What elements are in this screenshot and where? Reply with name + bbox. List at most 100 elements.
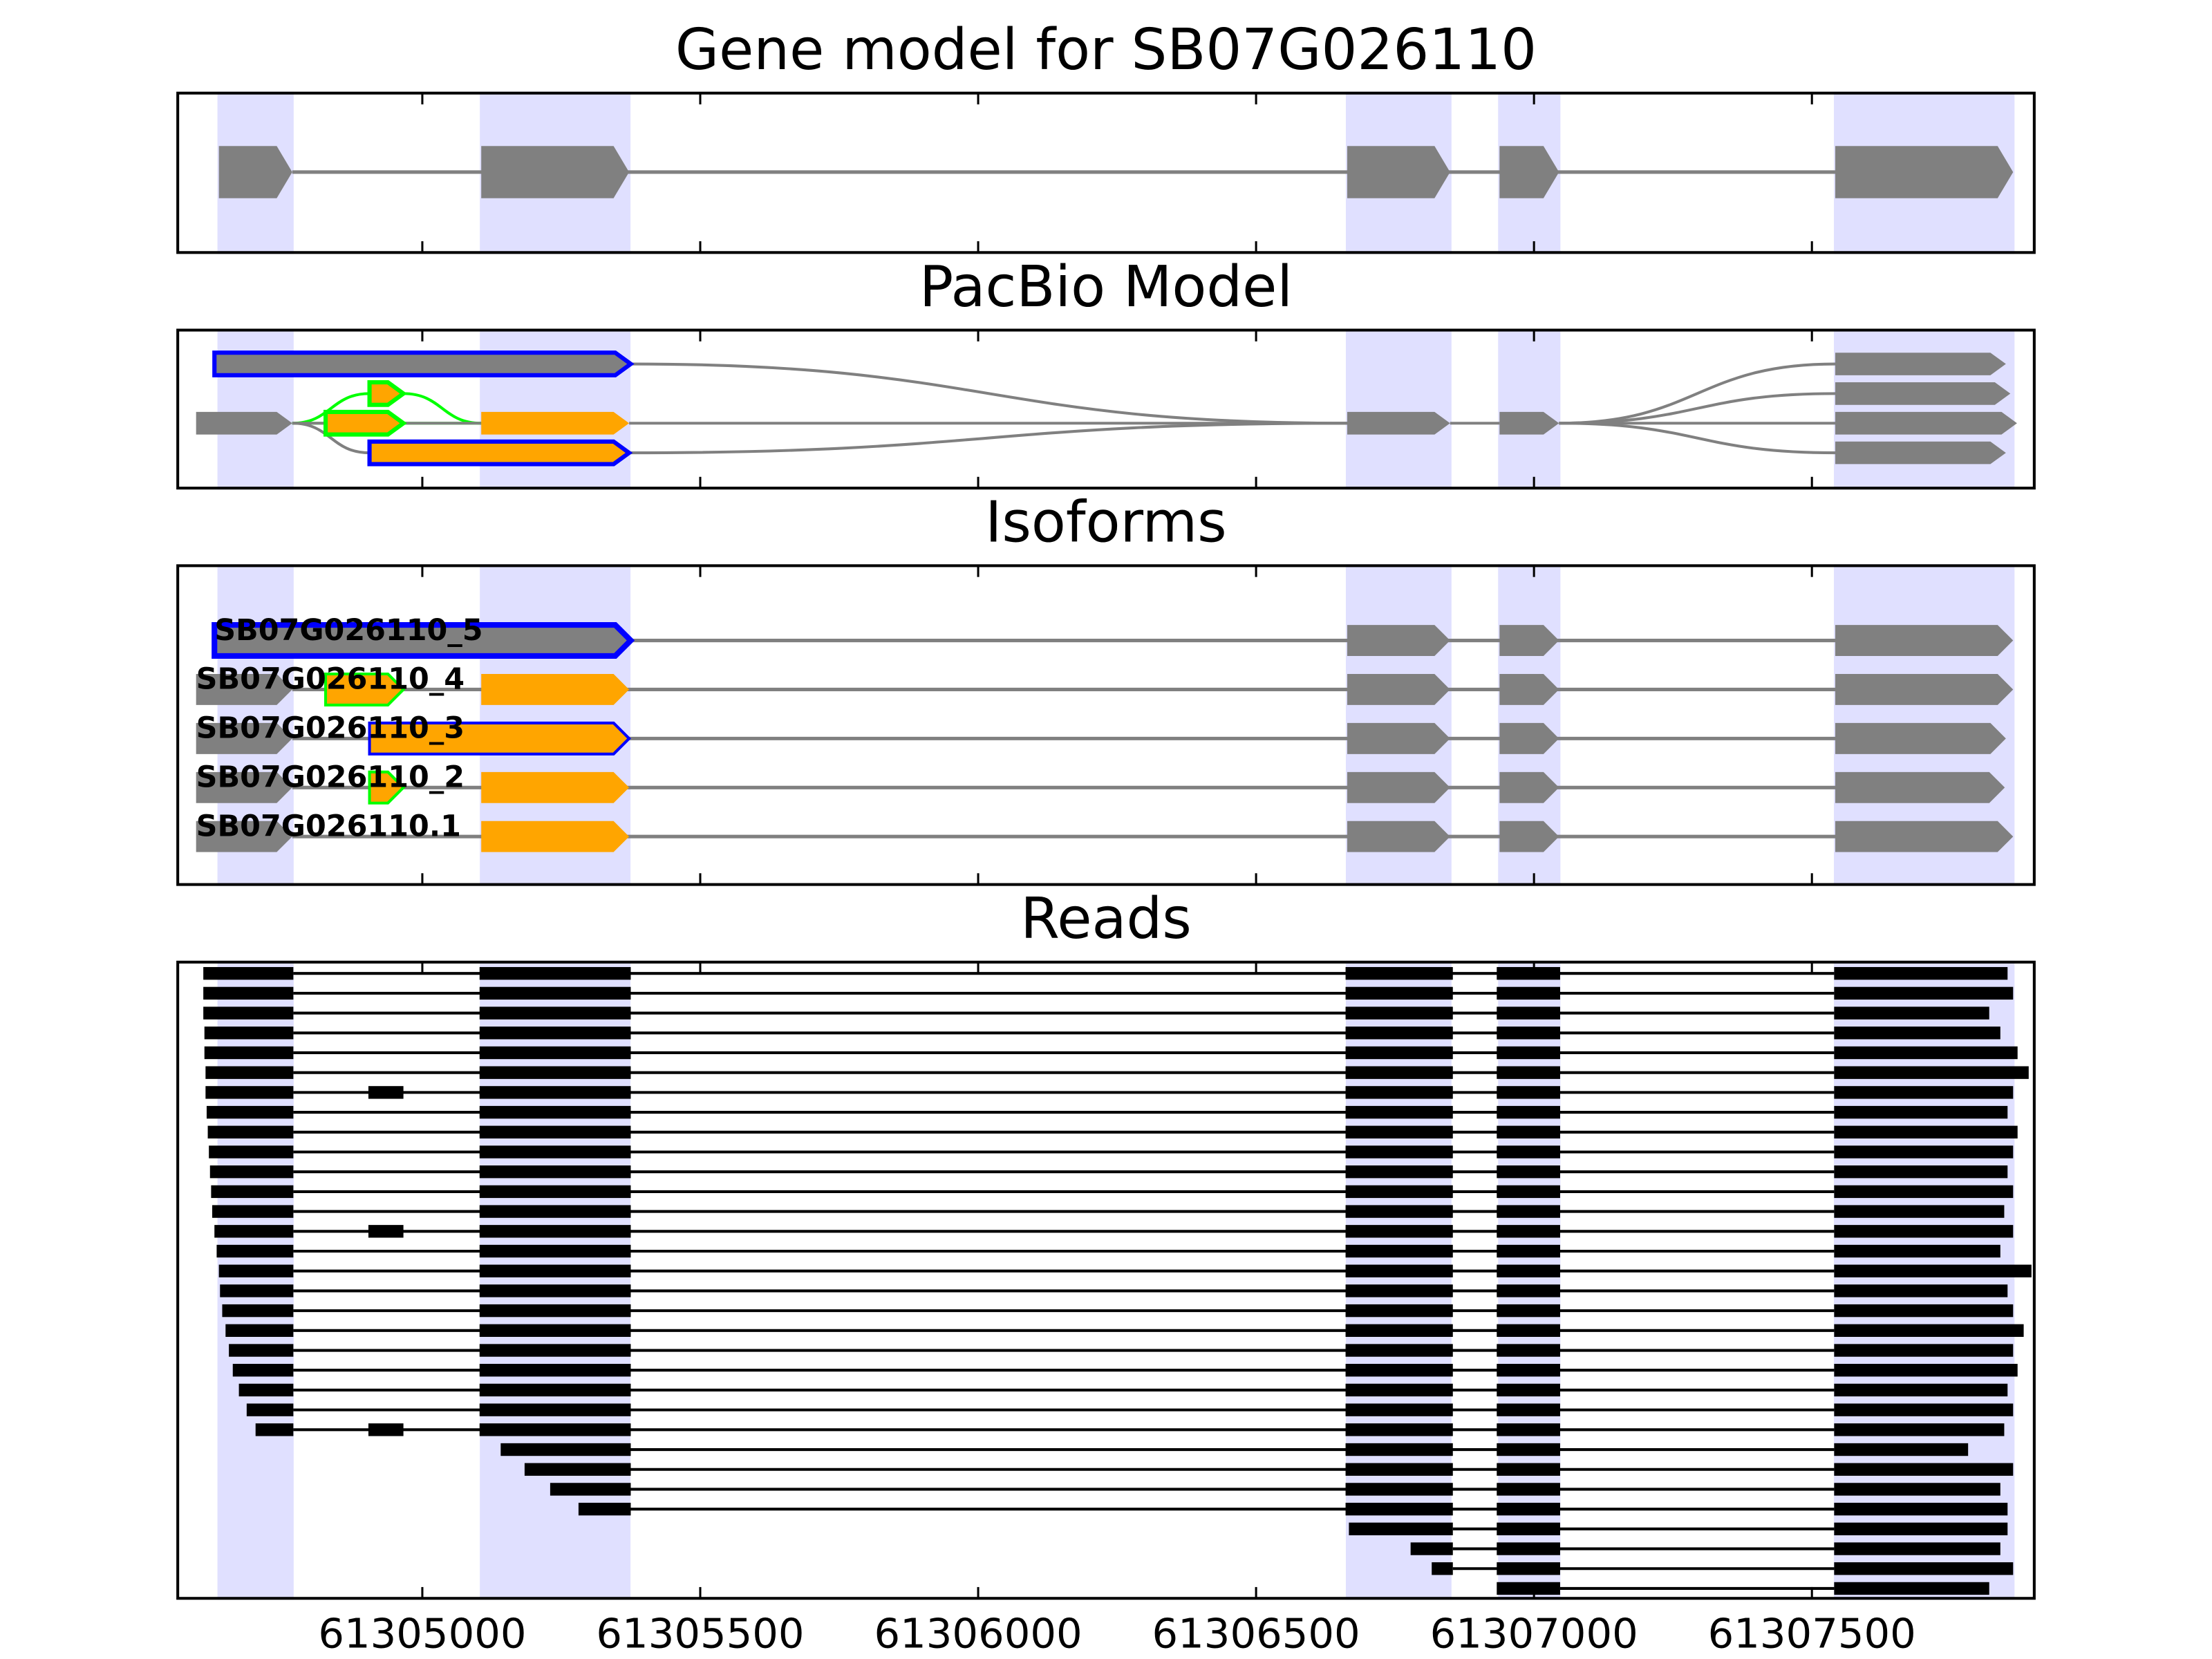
read-block xyxy=(222,1304,294,1318)
read-block xyxy=(1497,1522,1560,1536)
read-block xyxy=(212,1205,294,1218)
pacbio-exon xyxy=(1835,441,2006,465)
read-block xyxy=(1834,1423,2005,1436)
isoform-exon xyxy=(196,674,292,705)
read-block xyxy=(1345,1284,1453,1297)
read-block xyxy=(1834,1145,2014,1159)
read-block xyxy=(1834,1066,2029,1079)
splice-edge xyxy=(1559,392,1835,425)
read-block xyxy=(1497,1264,1560,1277)
isoform-exon xyxy=(1347,625,1450,656)
read-block xyxy=(1497,1502,1560,1516)
read-block xyxy=(1834,1027,2000,1040)
read-block xyxy=(1497,1145,1560,1159)
read-block xyxy=(1497,1086,1560,1099)
read-block xyxy=(479,1244,631,1258)
x-tick-label: 61307000 xyxy=(1430,1609,1638,1657)
read-block xyxy=(479,1165,631,1179)
read-block xyxy=(1497,1562,1560,1575)
isoform-exon xyxy=(1835,771,2005,803)
read-block xyxy=(1497,1225,1560,1238)
isoform-exon xyxy=(1835,722,2006,754)
splice-edge xyxy=(1559,362,1835,425)
read-block xyxy=(209,1165,294,1179)
read-block xyxy=(206,1105,294,1119)
read-block xyxy=(479,1086,631,1099)
read-block xyxy=(368,1423,404,1436)
read-block xyxy=(1497,1463,1560,1476)
pacbio-exon xyxy=(212,350,635,377)
isoform-exon xyxy=(481,821,630,852)
read-block xyxy=(1834,1463,2014,1476)
isoform-label: SB07G026110_3 xyxy=(196,711,465,746)
read-block xyxy=(1345,986,1453,1000)
pacbio-exon xyxy=(1499,411,1559,435)
read-block xyxy=(368,1086,404,1099)
read-block xyxy=(1497,1244,1560,1258)
read-block xyxy=(1834,1105,2008,1119)
read-block xyxy=(220,1284,294,1297)
read-block xyxy=(203,986,294,1000)
panel-title: Isoforms xyxy=(985,490,1226,556)
read-block xyxy=(1497,1383,1560,1397)
read-block xyxy=(1345,1423,1453,1436)
read-block xyxy=(211,1185,294,1199)
read-block xyxy=(218,1264,294,1277)
read-block xyxy=(1834,1225,2014,1238)
exon-shade xyxy=(1498,328,1561,490)
read-block xyxy=(1497,1027,1560,1040)
read-block xyxy=(1834,1006,1989,1020)
read-block xyxy=(1497,1483,1560,1496)
read-block xyxy=(1497,1324,1560,1338)
isoform-label: SB07G026110_4 xyxy=(196,662,465,697)
gene-exon xyxy=(481,146,630,198)
read-block xyxy=(1834,1185,2014,1199)
splice-edge xyxy=(630,362,1347,425)
read-block xyxy=(479,1027,631,1040)
read-block xyxy=(479,1344,631,1357)
read-block xyxy=(229,1344,294,1357)
read-block xyxy=(1345,1006,1453,1020)
read-block xyxy=(1834,1344,2014,1357)
read-block xyxy=(1497,1125,1560,1138)
read-block xyxy=(479,1145,631,1159)
pacbio-exon xyxy=(196,411,292,435)
panel-title: Gene model for SB07G026110 xyxy=(675,17,1537,83)
read-block xyxy=(1497,1165,1560,1179)
isoform-exon xyxy=(1499,821,1559,852)
read-block xyxy=(479,966,631,980)
isoform-exon xyxy=(481,674,630,705)
read-block xyxy=(1834,1284,2008,1297)
read-block xyxy=(1834,1165,2008,1179)
read-block xyxy=(205,1086,294,1099)
isoform-exon xyxy=(1499,771,1559,803)
pacbio-exon xyxy=(367,380,407,407)
read-block xyxy=(1345,1483,1453,1496)
read-block xyxy=(1432,1562,1453,1575)
read-block xyxy=(1834,1264,2032,1277)
read-block xyxy=(578,1502,631,1516)
read-block xyxy=(479,1324,631,1338)
isoform-exon xyxy=(481,771,630,803)
isoform-label: SB07G026110_5 xyxy=(214,613,482,648)
read-block xyxy=(1345,1225,1453,1238)
panel-title: PacBio Model xyxy=(919,254,1293,320)
gene-exon xyxy=(1835,146,2014,198)
read-block xyxy=(1345,1086,1453,1099)
read-block xyxy=(1834,1324,2024,1338)
read-block xyxy=(1834,1502,2008,1516)
read-block xyxy=(204,1046,294,1060)
read-block xyxy=(479,1364,631,1377)
x-tick-label: 61305000 xyxy=(318,1609,526,1657)
read-block xyxy=(479,1264,631,1277)
read-block xyxy=(1834,1364,2018,1377)
read-block xyxy=(1834,986,2014,1000)
read-block xyxy=(524,1463,631,1476)
pacbio-exon xyxy=(1835,411,2017,435)
read-block xyxy=(1349,1522,1453,1536)
read-block xyxy=(1497,1006,1560,1020)
pacbio-exon xyxy=(1347,411,1450,435)
read-block xyxy=(1834,1443,1969,1456)
read-block xyxy=(1345,1125,1453,1138)
